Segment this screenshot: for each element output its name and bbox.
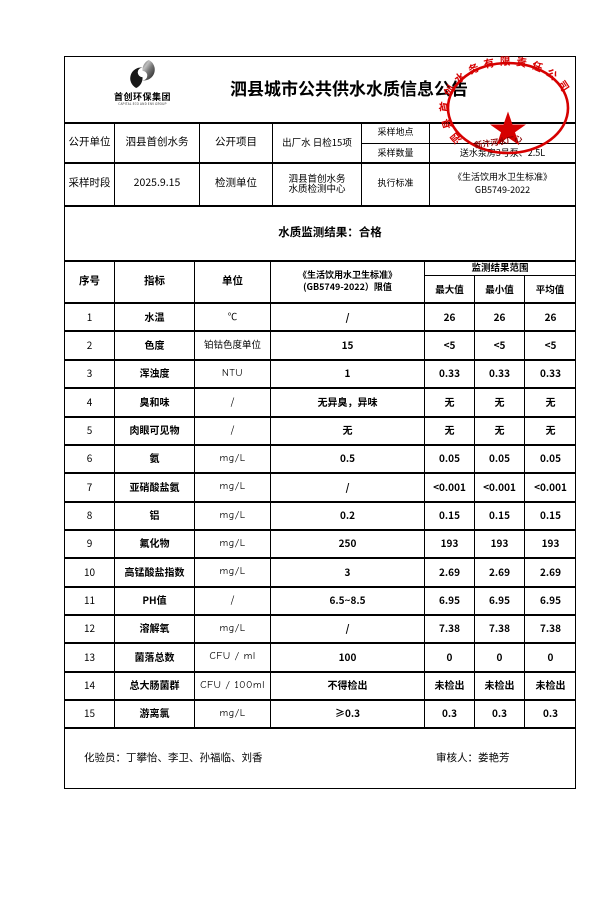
svg-text:新汴河水厂心: 新汴河水厂心: [474, 133, 523, 151]
